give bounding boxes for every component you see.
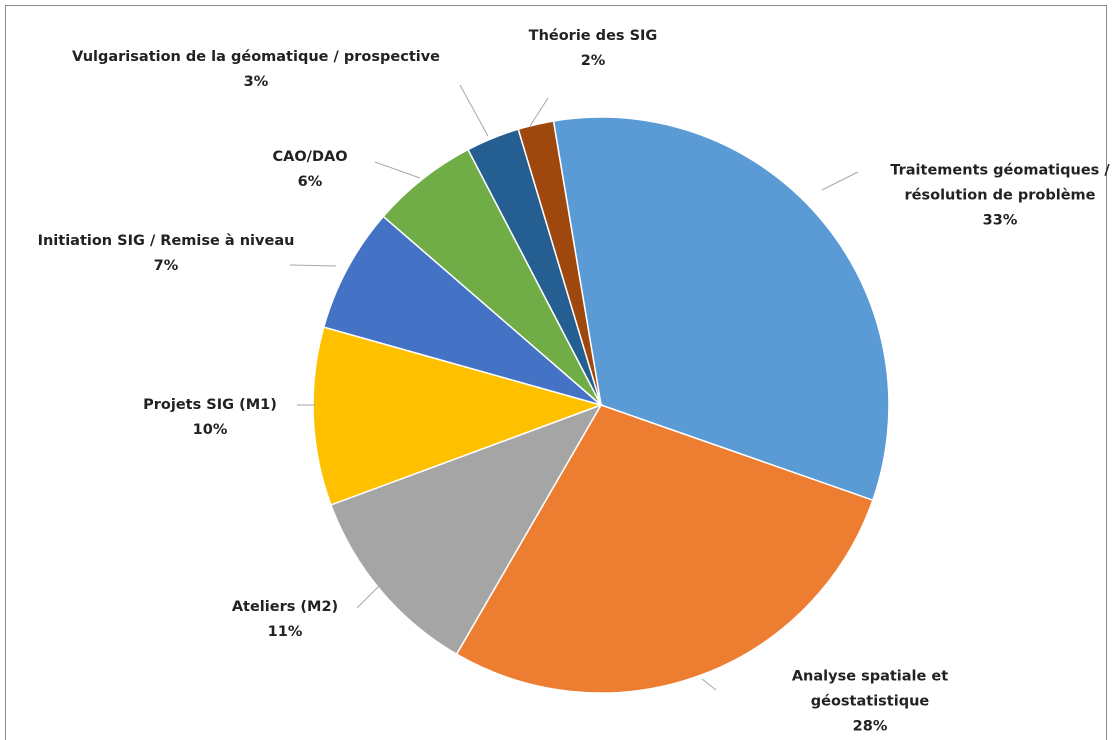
category-label: Analyse spatiale et géostatistique	[791, 668, 949, 710]
chart-border	[5, 5, 1107, 740]
value-label: 6%	[297, 174, 323, 190]
data-label: Ateliers (M2) 11%	[232, 595, 338, 645]
leader-line	[374, 161, 421, 179]
value-label: 7%	[153, 258, 179, 274]
category-label: Initiation SIG / Remise à niveau	[37, 233, 295, 249]
leader-line	[701, 678, 717, 691]
value-label: 11%	[267, 624, 303, 640]
leader-line	[289, 264, 337, 267]
pie-slice	[329, 403, 603, 656]
value-label: 3%	[243, 74, 269, 90]
pie-slice	[312, 326, 604, 506]
category-label: Projets SIG (M1)	[143, 397, 277, 413]
value-label: 10%	[192, 422, 228, 438]
category-label: Ateliers (M2)	[231, 599, 339, 615]
category-label: CAO/DAO	[272, 149, 348, 165]
data-label: Vulgarisation de la géomatique / prospec…	[72, 45, 440, 95]
pie-slice	[552, 116, 890, 502]
pie-slice	[517, 120, 602, 406]
category-label: Vulgarisation de la géomatique / prospec…	[71, 49, 441, 65]
data-label: CAO/DAO 6%	[272, 145, 347, 195]
category-label: Traitements géomatiques / résolution de …	[890, 162, 1110, 204]
data-label: Projets SIG (M1) 10%	[143, 393, 277, 443]
leader-line	[356, 584, 381, 609]
data-label: Traitements géomatiques / résolution de …	[880, 159, 1112, 234]
pie-slice	[455, 404, 874, 694]
value-label: 33%	[982, 212, 1018, 229]
leader-line	[529, 97, 549, 127]
category-label: Théorie des SIG	[528, 28, 658, 44]
leader-line	[821, 171, 859, 191]
leader-line	[459, 84, 489, 137]
data-label: Initiation SIG / Remise à niveau 7%	[38, 229, 295, 279]
data-label: Théorie des SIG 2%	[529, 24, 658, 74]
value-label: 2%	[580, 53, 606, 69]
value-label: 28%	[852, 718, 888, 735]
pie-slice	[322, 215, 602, 406]
data-label: Analyse spatiale et géostatistique 28%	[785, 665, 955, 740]
